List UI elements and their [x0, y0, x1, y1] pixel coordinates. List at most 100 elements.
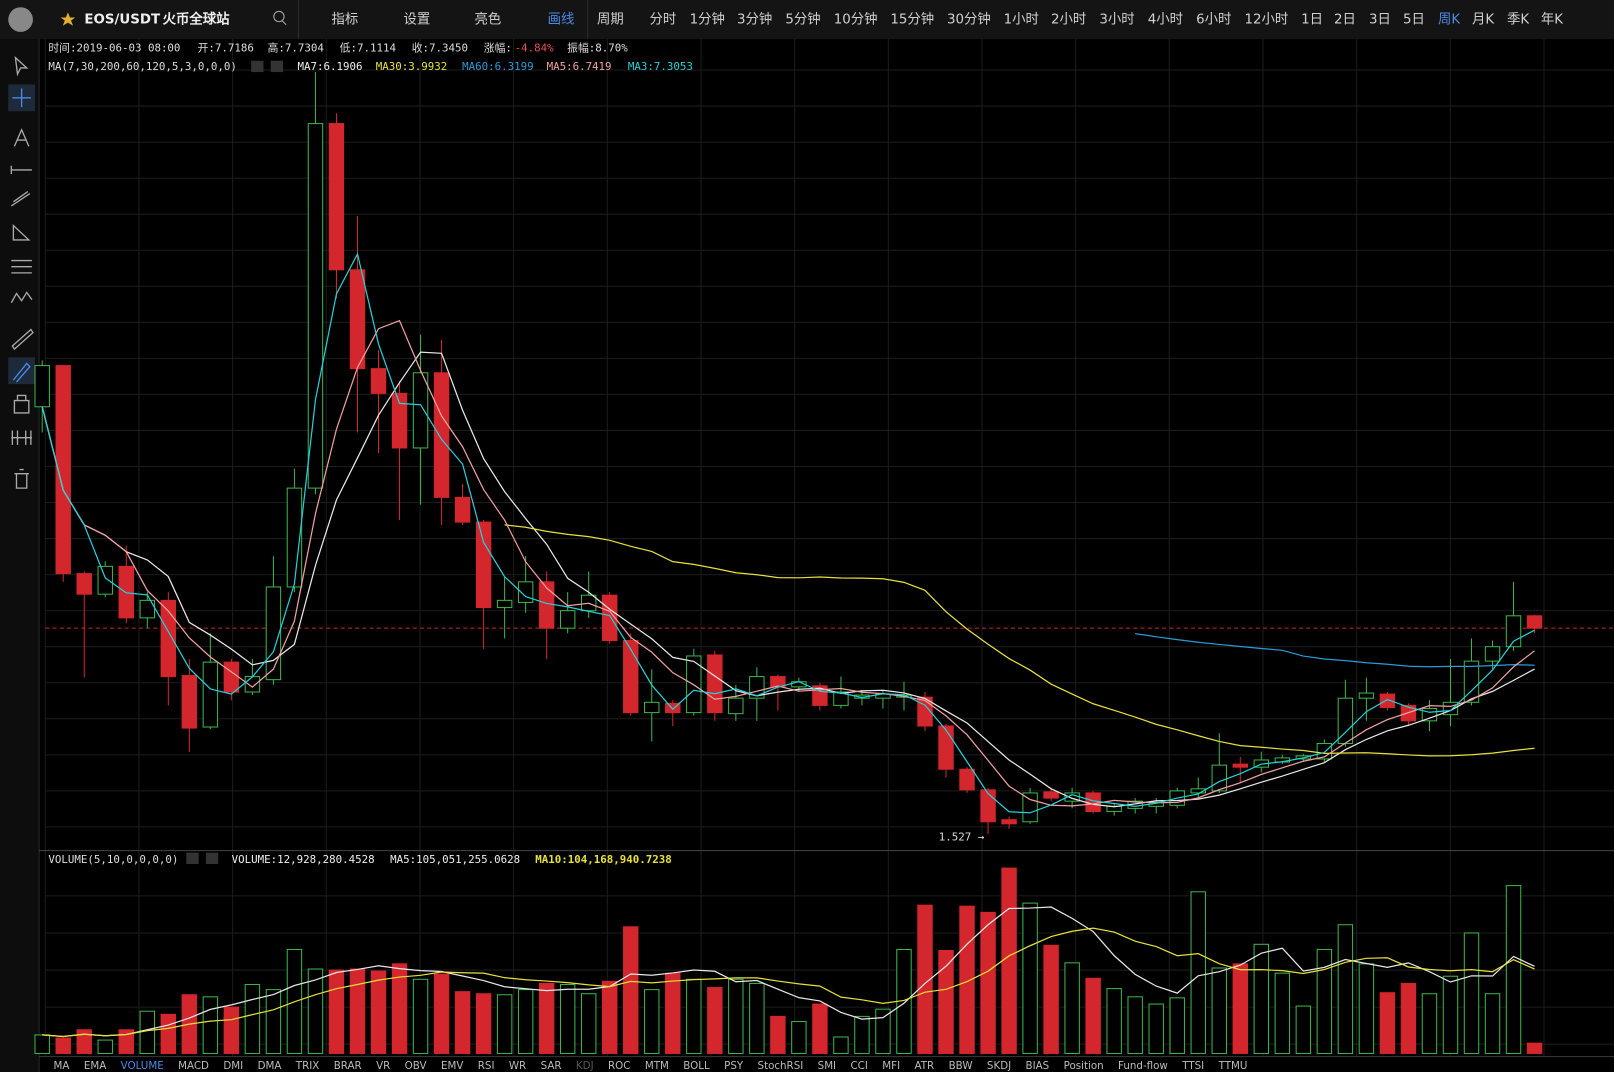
indicator-tab[interactable]: MA — [54, 1060, 70, 1072]
lock-tool[interactable] — [13, 394, 30, 414]
period-button[interactable]: 5日 — [1403, 13, 1425, 28]
shape-tool[interactable] — [12, 223, 31, 241]
indicator-tab[interactable]: VR — [376, 1060, 390, 1072]
period-button[interactable]: 周期 — [597, 12, 624, 28]
pointer-tool[interactable] — [14, 55, 29, 77]
period-button[interactable]: 3分钟 — [737, 11, 772, 28]
volume-bar — [1232, 963, 1249, 1054]
indicator-tab[interactable]: WR — [509, 1060, 526, 1072]
indicator-tab[interactable]: RSI — [478, 1060, 495, 1072]
indicator-tab[interactable]: TTMU — [1218, 1060, 1248, 1072]
indicator-tab[interactable]: BIAS — [1026, 1060, 1050, 1072]
settings-icon[interactable] — [251, 60, 264, 73]
indicator-tab[interactable]: OBV — [405, 1060, 427, 1072]
volume-bar — [1337, 924, 1354, 1054]
pattern-tool[interactable] — [10, 291, 33, 304]
indicator-tab[interactable]: CCI — [851, 1060, 868, 1072]
fib-tool[interactable] — [11, 259, 32, 274]
indicator-tab[interactable]: EMV — [441, 1060, 463, 1072]
volume-params: VOLUME(5,10,0,0,0,0) — [48, 853, 178, 866]
indicator-tab[interactable]: MTM — [645, 1060, 669, 1072]
ma-lines — [41, 252, 1535, 1038]
period-button[interactable]: 3小时 — [1099, 12, 1134, 28]
period-button[interactable]: 6小时 — [1196, 12, 1231, 28]
indicator-tab[interactable]: MFI — [882, 1060, 900, 1072]
indicator-tab[interactable]: SKDJ — [987, 1060, 1011, 1072]
favorite-star[interactable] — [60, 12, 76, 26]
indicator-tab[interactable]: ATR — [915, 1060, 935, 1072]
volume-bar — [328, 969, 345, 1054]
candle-body — [223, 661, 240, 693]
volume-value: MA10:104,168,940.7238 — [535, 853, 671, 866]
volume-bar — [1484, 993, 1501, 1054]
logo[interactable] — [8, 7, 33, 32]
period-button[interactable]: 周K — [1438, 13, 1461, 28]
toolbar-button[interactable]: 设置 — [404, 12, 431, 28]
close-icon[interactable] — [205, 852, 219, 864]
ruler-tool[interactable] — [11, 328, 34, 351]
brush-tool[interactable] — [12, 362, 31, 383]
ma5-line — [41, 319, 1535, 807]
indicator-tab[interactable]: BOLL — [683, 1060, 710, 1072]
period-button[interactable]: 分时 — [650, 12, 677, 28]
candle-body — [812, 685, 828, 706]
indicator-tab[interactable]: SAR — [541, 1060, 562, 1072]
toolbar-button[interactable]: 亮色 — [475, 11, 502, 28]
volume-bar — [391, 963, 408, 1054]
hide-tool[interactable] — [11, 430, 32, 445]
volume-bar — [139, 1010, 156, 1054]
volume-bar — [1442, 975, 1459, 1054]
period-button[interactable]: 10分钟 — [834, 11, 878, 28]
period-button[interactable]: 1分钟 — [690, 11, 725, 28]
settings-icon[interactable] — [186, 852, 199, 864]
period-button[interactable]: 3日 — [1369, 13, 1391, 28]
indicator-tab[interactable]: KDJ — [576, 1060, 594, 1072]
candle-body — [1526, 615, 1543, 629]
period-button[interactable]: 1小时 — [1004, 12, 1039, 28]
indicator-tab[interactable]: SMI — [818, 1060, 836, 1072]
search-icon[interactable] — [273, 10, 285, 23]
period-button[interactable]: 30分钟 — [947, 11, 991, 28]
period-button[interactable]: 季K — [1507, 12, 1530, 28]
toolbar-button[interactable]: 指标 — [331, 12, 358, 28]
indicator-tab[interactable]: VOLUME — [121, 1060, 164, 1072]
indicator-tab[interactable]: MACD — [178, 1060, 209, 1072]
candle-body — [496, 599, 513, 609]
candle-body — [728, 697, 744, 715]
indicator-tab[interactable]: DMI — [223, 1060, 243, 1072]
volume-bar — [475, 993, 492, 1054]
period-button[interactable]: 5分钟 — [785, 11, 820, 28]
indicator-tab[interactable]: EMA — [84, 1060, 106, 1072]
text-tool[interactable] — [13, 128, 30, 147]
line-tool[interactable] — [10, 165, 32, 175]
symbol[interactable]: EOS/USDT — [84, 13, 161, 28]
period-button[interactable]: 1日 — [1301, 13, 1323, 28]
indicator-tab[interactable]: BBW — [949, 1060, 973, 1072]
indicator-tab[interactable]: Fund-flow — [1118, 1060, 1168, 1072]
candle-body — [959, 768, 975, 791]
period-button[interactable]: 2小时 — [1051, 12, 1086, 28]
channel-tool[interactable] — [10, 190, 31, 207]
volume-bar — [791, 1021, 807, 1054]
indicator-tab[interactable]: BRAR — [334, 1060, 362, 1072]
indicator-tab[interactable]: TRIX — [295, 1060, 319, 1072]
period-button[interactable]: 15分钟 — [890, 11, 934, 28]
indicator-tab[interactable]: Position — [1064, 1060, 1104, 1072]
close-icon[interactable] — [270, 60, 284, 73]
candle-body — [391, 392, 408, 449]
indicator-tab[interactable]: TTSI — [1181, 1060, 1204, 1072]
delete-tool[interactable] — [14, 468, 29, 489]
period-button[interactable]: 12小时 — [1244, 12, 1288, 28]
crosshair-tool[interactable] — [12, 88, 31, 108]
indicator-tab[interactable]: PSY — [724, 1060, 744, 1072]
exchange[interactable]: 火币全球站 — [163, 11, 230, 28]
period-button[interactable]: 4小时 — [1148, 12, 1183, 28]
indicator-tab[interactable]: StochRSI — [758, 1060, 804, 1072]
indicator-tab[interactable]: DMA — [258, 1060, 282, 1072]
period-button[interactable]: 月K — [1472, 13, 1495, 28]
candle-body — [1463, 660, 1480, 703]
indicator-tab[interactable]: ROC — [608, 1060, 630, 1072]
toolbar-button[interactable]: 画线 — [548, 12, 575, 28]
period-button[interactable]: 2日 — [1334, 13, 1356, 28]
period-button[interactable]: 年K — [1541, 12, 1564, 28]
